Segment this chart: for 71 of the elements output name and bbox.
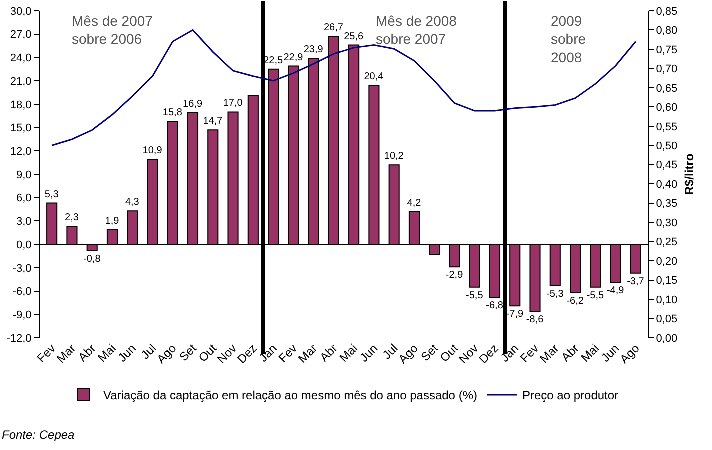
data-label: -8,6: [526, 314, 544, 326]
annotation: Mês de 2008 sobre 2007: [376, 13, 458, 48]
y2-tick-label: 0,70: [656, 64, 678, 76]
legend-label: Preço ao produtor: [522, 388, 619, 403]
data-label: 22,9: [284, 52, 304, 64]
data-label: 25,6: [344, 31, 364, 42]
data-label: 2,3: [65, 212, 80, 224]
y-tick-label: 6,0: [16, 192, 32, 205]
y-tick-label: -3,0: [12, 262, 32, 275]
legend-label: Variação da captação em relação ao mesmo mês do ano passado (%): [104, 388, 478, 403]
data-label: 17,0: [223, 98, 244, 110]
y2-tick-label: 0,80: [656, 25, 678, 38]
y-tick-label: 9,0: [16, 169, 32, 182]
data-label: 10,9: [142, 146, 163, 157]
y2-tick-label: 0,25: [656, 236, 678, 249]
data-label: 23,9: [304, 44, 324, 56]
y2-tick-label: 0,00: [656, 332, 678, 345]
y2-tick-label: 0,85: [656, 6, 678, 18]
source-note: Fonte: Cepea: [2, 428, 76, 442]
y-tick-label: -9,0: [12, 309, 32, 322]
data-label: -4,9: [606, 286, 625, 297]
annotation: Mês de 2007 sobre 2006: [72, 13, 154, 48]
y-tick-label: 24,0: [10, 52, 32, 65]
y-tick-label: -6,0: [12, 286, 32, 298]
y2-tick-label: 0,35: [656, 198, 678, 210]
x-tick-label: Set: [176, 340, 200, 364]
data-label: -6,8: [486, 300, 504, 312]
y2-tick-label: 0,75: [656, 44, 678, 56]
y-tick-label: 27,0: [10, 29, 32, 42]
y2-tick-label: 0,65: [656, 82, 678, 95]
x-tick-label: Set: [418, 340, 442, 364]
y2-tick-label: 0,15: [656, 275, 678, 288]
data-label: 20,4: [364, 72, 384, 83]
data-label: -3,7: [627, 276, 645, 288]
data-label: -5,5: [466, 290, 484, 302]
y-tick-label: 21,0: [10, 76, 32, 88]
y2-tick-label: 0,50: [656, 140, 678, 152]
x-tick-label: Jul: [380, 341, 401, 362]
y2-tick-label: 0,20: [656, 256, 678, 268]
x-tick-label: Jul: [138, 341, 160, 362]
y2-tick-label: 0,55: [656, 121, 678, 134]
data-label: -2,9: [446, 270, 464, 282]
data-label: 26,7: [324, 22, 344, 34]
data-label: 16,9: [183, 98, 203, 110]
y2-tick-label: 0,30: [656, 217, 678, 230]
y-tick-label: 0,0: [16, 239, 32, 252]
y-tick-label: 30,0: [10, 6, 32, 18]
y-tick-label: 15,0: [10, 122, 32, 135]
y-tick-label: 18,0: [10, 99, 32, 112]
data-label: -5,3: [546, 288, 564, 300]
y-tick-label: 3,0: [16, 216, 32, 228]
data-label: 10,2: [384, 151, 404, 162]
y2-tick-label: 0,60: [656, 102, 678, 114]
data-label: 4,3: [125, 197, 140, 208]
y2-tick-label: 0,10: [656, 294, 678, 306]
data-label: -6,2: [566, 296, 584, 307]
y-tick-label: 12,0: [10, 146, 32, 158]
data-label: -5,5: [586, 290, 604, 302]
data-label: -7,9: [506, 309, 524, 320]
annotation: 2009 sobre 2008: [551, 13, 586, 66]
data-label: 15,8: [162, 108, 183, 119]
y2-tick-label: 0,05: [656, 314, 678, 326]
data-label: 4,2: [407, 198, 422, 209]
data-label: 14,7: [203, 116, 224, 128]
y2-tick-label: 0,40: [656, 178, 678, 191]
y-tick-label: -12,0: [6, 332, 32, 345]
y2-axis-title: R$/litro: [682, 154, 697, 196]
y2-tick-label: 0,45: [656, 160, 678, 172]
data-label: 5,3: [44, 189, 60, 200]
data-label: -0,8: [84, 254, 102, 265]
data-label: 1,9: [105, 216, 120, 227]
